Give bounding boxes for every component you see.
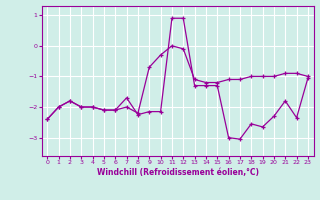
X-axis label: Windchill (Refroidissement éolien,°C): Windchill (Refroidissement éolien,°C): [97, 168, 259, 177]
